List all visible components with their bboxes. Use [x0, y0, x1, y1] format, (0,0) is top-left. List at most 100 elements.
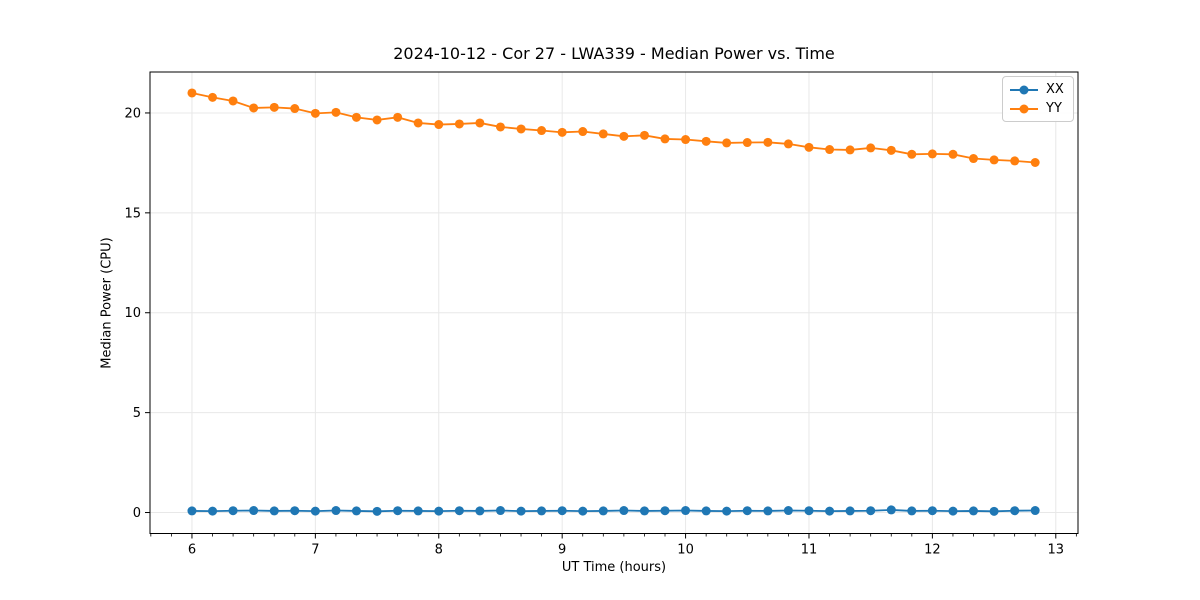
data-point-yy	[372, 115, 382, 125]
data-point-yy	[434, 120, 444, 130]
data-point-xx	[331, 506, 341, 516]
data-point-yy	[845, 145, 855, 155]
data-point-xx	[927, 506, 937, 516]
data-point-xx	[413, 506, 423, 516]
data-point-xx	[639, 506, 649, 516]
data-point-yy	[763, 137, 773, 147]
data-point-yy	[187, 88, 197, 98]
data-point-yy	[331, 107, 341, 117]
data-point-yy	[290, 104, 300, 114]
y-tick-label: 0	[133, 506, 141, 521]
y-tick-label: 10	[124, 306, 141, 321]
data-point-xx	[228, 506, 238, 516]
chart-title: 2024-10-12 - Cor 27 - LWA339 - Median Po…	[393, 44, 835, 63]
data-point-yy	[578, 127, 588, 137]
data-point-xx	[475, 506, 485, 516]
legend: XX YY	[1002, 76, 1074, 122]
data-point-xx	[619, 506, 629, 516]
plot-border	[149, 71, 1079, 534]
data-point-yy	[783, 139, 793, 149]
x-tick-label: 10	[677, 543, 694, 558]
data-point-yy	[1030, 158, 1040, 168]
data-point-xx	[454, 506, 464, 516]
data-point-yy	[228, 96, 238, 106]
data-point-xx	[886, 505, 896, 515]
x-tick-label: 7	[311, 543, 319, 558]
data-point-yy	[351, 112, 361, 122]
data-point-yy	[722, 138, 732, 148]
data-point-xx	[372, 506, 382, 516]
data-point-xx	[660, 506, 670, 516]
y-tick-label: 20	[124, 106, 141, 121]
legend-item-xx: XX	[1009, 82, 1067, 97]
data-point-xx	[722, 506, 732, 516]
data-point-xx	[351, 506, 361, 516]
data-point-xx	[578, 506, 588, 516]
data-point-xx	[393, 506, 403, 516]
data-point-yy	[537, 126, 547, 136]
data-point-yy	[1010, 156, 1020, 166]
data-point-yy	[393, 112, 403, 122]
data-point-yy	[249, 103, 259, 113]
y-axis-label: Median Power (CPU)	[99, 237, 115, 369]
data-point-yy	[886, 145, 896, 155]
data-point-yy	[475, 118, 485, 128]
x-tick-label: 9	[558, 543, 566, 558]
data-point-xx	[804, 506, 814, 516]
data-point-xx	[537, 506, 547, 516]
data-point-xx	[989, 506, 999, 516]
data-point-yy	[619, 131, 629, 141]
data-point-yy	[989, 155, 999, 165]
x-tick-label: 13	[1048, 543, 1065, 558]
y-tick-label: 15	[124, 206, 141, 221]
data-point-yy	[557, 127, 567, 137]
data-point-xx	[187, 506, 197, 516]
data-point-xx	[845, 506, 855, 516]
legend-label-xx: XX	[1046, 82, 1064, 97]
data-point-xx	[948, 506, 958, 516]
x-tick-label: 11	[801, 543, 818, 558]
data-point-xx	[907, 506, 917, 516]
data-point-xx	[269, 506, 279, 516]
data-point-xx	[968, 506, 978, 516]
data-point-yy	[516, 124, 526, 134]
data-point-xx	[290, 506, 300, 516]
data-point-xx	[495, 506, 505, 516]
data-point-xx	[434, 506, 444, 516]
data-point-xx	[516, 506, 526, 516]
data-point-xx	[783, 506, 793, 516]
data-point-xx	[557, 506, 567, 516]
data-point-yy	[413, 118, 423, 128]
legend-label-yy: YY	[1046, 101, 1062, 116]
data-point-yy	[639, 130, 649, 140]
data-point-xx	[681, 506, 691, 516]
data-point-yy	[804, 142, 814, 152]
data-point-yy	[681, 135, 691, 145]
data-point-yy	[208, 92, 218, 102]
data-point-yy	[660, 134, 670, 144]
data-point-yy	[598, 129, 608, 139]
legend-marker-yy-icon	[1010, 104, 1038, 113]
x-axis-label: UT Time (hours)	[561, 560, 667, 575]
data-point-yy	[495, 122, 505, 132]
data-point-yy	[968, 154, 978, 164]
data-point-yy	[269, 102, 279, 112]
data-point-yy	[742, 138, 752, 148]
x-tick-label: 6	[188, 543, 196, 558]
legend-marker-xx-icon	[1010, 85, 1038, 94]
x-tick-label: 8	[435, 543, 443, 558]
data-point-xx	[763, 506, 773, 516]
data-point-yy	[825, 145, 835, 155]
data-point-yy	[701, 136, 711, 146]
data-point-yy	[866, 143, 876, 153]
data-point-xx	[208, 506, 218, 516]
data-point-xx	[310, 506, 320, 516]
data-point-xx	[1010, 506, 1020, 516]
data-point-yy	[948, 149, 958, 159]
legend-item-yy: YY	[1009, 101, 1067, 116]
data-point-xx	[742, 506, 752, 516]
data-point-yy	[454, 119, 464, 129]
y-tick-label: 5	[133, 406, 141, 421]
